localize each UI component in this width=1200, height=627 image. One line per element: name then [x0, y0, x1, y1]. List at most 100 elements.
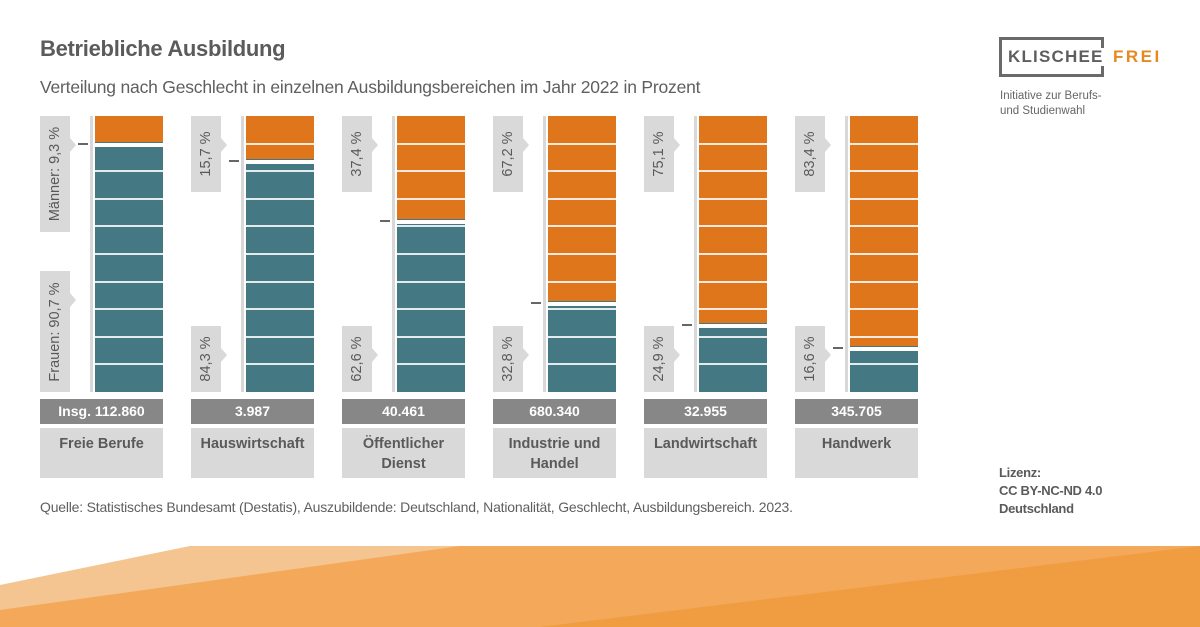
license-label: Lizenz:	[999, 465, 1041, 480]
bar-industrie-und-handel[interactable]	[548, 116, 616, 392]
grid-line	[246, 197, 314, 200]
grid-line	[850, 197, 918, 200]
decorative-wave	[0, 546, 1200, 627]
bar-handwerk[interactable]	[850, 116, 918, 392]
series-split-line	[246, 160, 314, 165]
label-men-text: 15,7 %	[198, 131, 214, 177]
bar-segment-women[interactable]	[246, 159, 314, 392]
grid-line	[397, 308, 465, 311]
page-subtitle: Verteilung nach Geschlecht in einzelnen …	[40, 77, 701, 97]
grid-line	[548, 308, 616, 311]
grid-line	[246, 335, 314, 338]
source-note: Quelle: Statistisches Bundesamt (Destati…	[40, 499, 793, 515]
grid-line	[850, 225, 918, 228]
bar-landwirtschaft[interactable]	[699, 116, 767, 392]
grid-line	[246, 363, 314, 366]
grid-line	[397, 335, 465, 338]
series-split-line	[95, 142, 163, 147]
grid-line	[246, 170, 314, 173]
label-women-text: Frauen: 90,7 %	[47, 281, 63, 382]
label-women-text: 16,6 %	[802, 336, 818, 382]
grid-line	[699, 197, 767, 200]
label-men: 83,4 %	[795, 116, 831, 192]
total-label: 40.461	[342, 399, 465, 424]
grid-line	[699, 225, 767, 228]
series-split-line	[548, 302, 616, 307]
bar-guide-line	[694, 116, 697, 392]
license-region: Deutschland	[999, 501, 1074, 516]
split-tick-mark	[682, 324, 692, 327]
logo-tagline: Initiative zur Berufs- und Studienwahl	[1000, 89, 1102, 119]
label-women-text: 84,3 %	[198, 336, 214, 382]
grid-line	[246, 142, 314, 145]
bar-segment-men[interactable]	[95, 116, 163, 142]
logo-tagline-line2: und Studienwahl	[1000, 105, 1086, 117]
grid-line	[699, 253, 767, 255]
grid-line	[95, 308, 163, 311]
grid-line	[699, 142, 767, 145]
grid-line	[699, 170, 767, 173]
grid-line	[548, 253, 616, 255]
grid-line	[850, 142, 918, 145]
wave-dark	[0, 546, 1200, 627]
label-women: 84,3 %	[191, 326, 227, 392]
label-men-text: 67,2 %	[500, 131, 516, 177]
bar-segment-women[interactable]	[95, 141, 163, 392]
grid-line	[95, 335, 163, 338]
grid-line	[95, 225, 163, 228]
label-men: Männer: 9,3 %	[40, 116, 76, 232]
grid-line	[850, 308, 918, 311]
grid-line	[95, 253, 163, 255]
logo-word-klischee: KLISCHEE	[1008, 47, 1104, 66]
category-label: Öffentlicher Dienst	[342, 428, 465, 478]
total-label: Insg. 112.860	[40, 399, 163, 424]
grid-line	[246, 308, 314, 311]
grid-line	[397, 142, 465, 145]
bar-segment-men[interactable]	[246, 116, 314, 160]
grid-line	[246, 253, 314, 255]
category-label: Handwerk	[795, 428, 918, 478]
bar-segment-women[interactable]	[699, 323, 767, 392]
license-name: CC BY-NC-ND 4.0	[999, 483, 1103, 498]
bar-segment-women[interactable]	[850, 346, 918, 392]
split-tick-mark	[78, 142, 88, 145]
grid-line	[397, 253, 465, 255]
bar-guide-line	[392, 116, 395, 392]
series-split-line	[397, 220, 465, 225]
bar-guide-line	[241, 116, 244, 392]
grid-line	[850, 363, 918, 366]
bar-freie-berufe[interactable]	[95, 116, 163, 392]
bar-segment-women[interactable]	[397, 219, 465, 392]
grid-line	[548, 225, 616, 228]
label-women-text: 62,6 %	[349, 336, 365, 382]
bar-segment-men[interactable]	[850, 116, 918, 347]
stacked-bar-chart: Männer: 9,3 % Frauen: 90,7 % Insg. 112.860…	[40, 116, 918, 478]
bar-oeffentlicher-dienst[interactable]	[397, 116, 465, 392]
grid-line	[95, 280, 163, 283]
split-tick-mark	[229, 160, 239, 163]
category-label: Landwirtschaft	[644, 428, 767, 478]
grid-line	[850, 253, 918, 255]
grid-line	[95, 197, 163, 200]
label-women: 62,6 %	[342, 326, 378, 392]
bar-segment-men[interactable]	[397, 116, 465, 220]
grid-line	[397, 170, 465, 173]
category-label-line: Freie Berufe	[59, 436, 144, 452]
grid-line	[699, 335, 767, 338]
license-info: Lizenz: CC BY-NC-ND 4.0 Deutschland	[999, 464, 1102, 518]
bar-hauswirtschaft[interactable]	[246, 116, 314, 392]
category-label-line: Landwirtschaft	[653, 436, 758, 452]
bar-segment-men[interactable]	[548, 116, 616, 302]
label-men: 75,1 %	[644, 116, 680, 192]
grid-line	[548, 142, 616, 145]
series-split-line	[850, 347, 918, 352]
bar-segment-men[interactable]	[699, 116, 767, 324]
category-label-line: Hauswirtschaft	[200, 436, 305, 452]
total-label: 3.987	[191, 399, 314, 424]
grid-line	[397, 225, 465, 228]
grid-line	[397, 363, 465, 366]
category-label-line: Handel	[530, 456, 579, 472]
logo-frame-right-top	[1101, 37, 1104, 48]
bar-segment-women[interactable]	[548, 301, 616, 392]
logo-frame	[999, 37, 1104, 77]
